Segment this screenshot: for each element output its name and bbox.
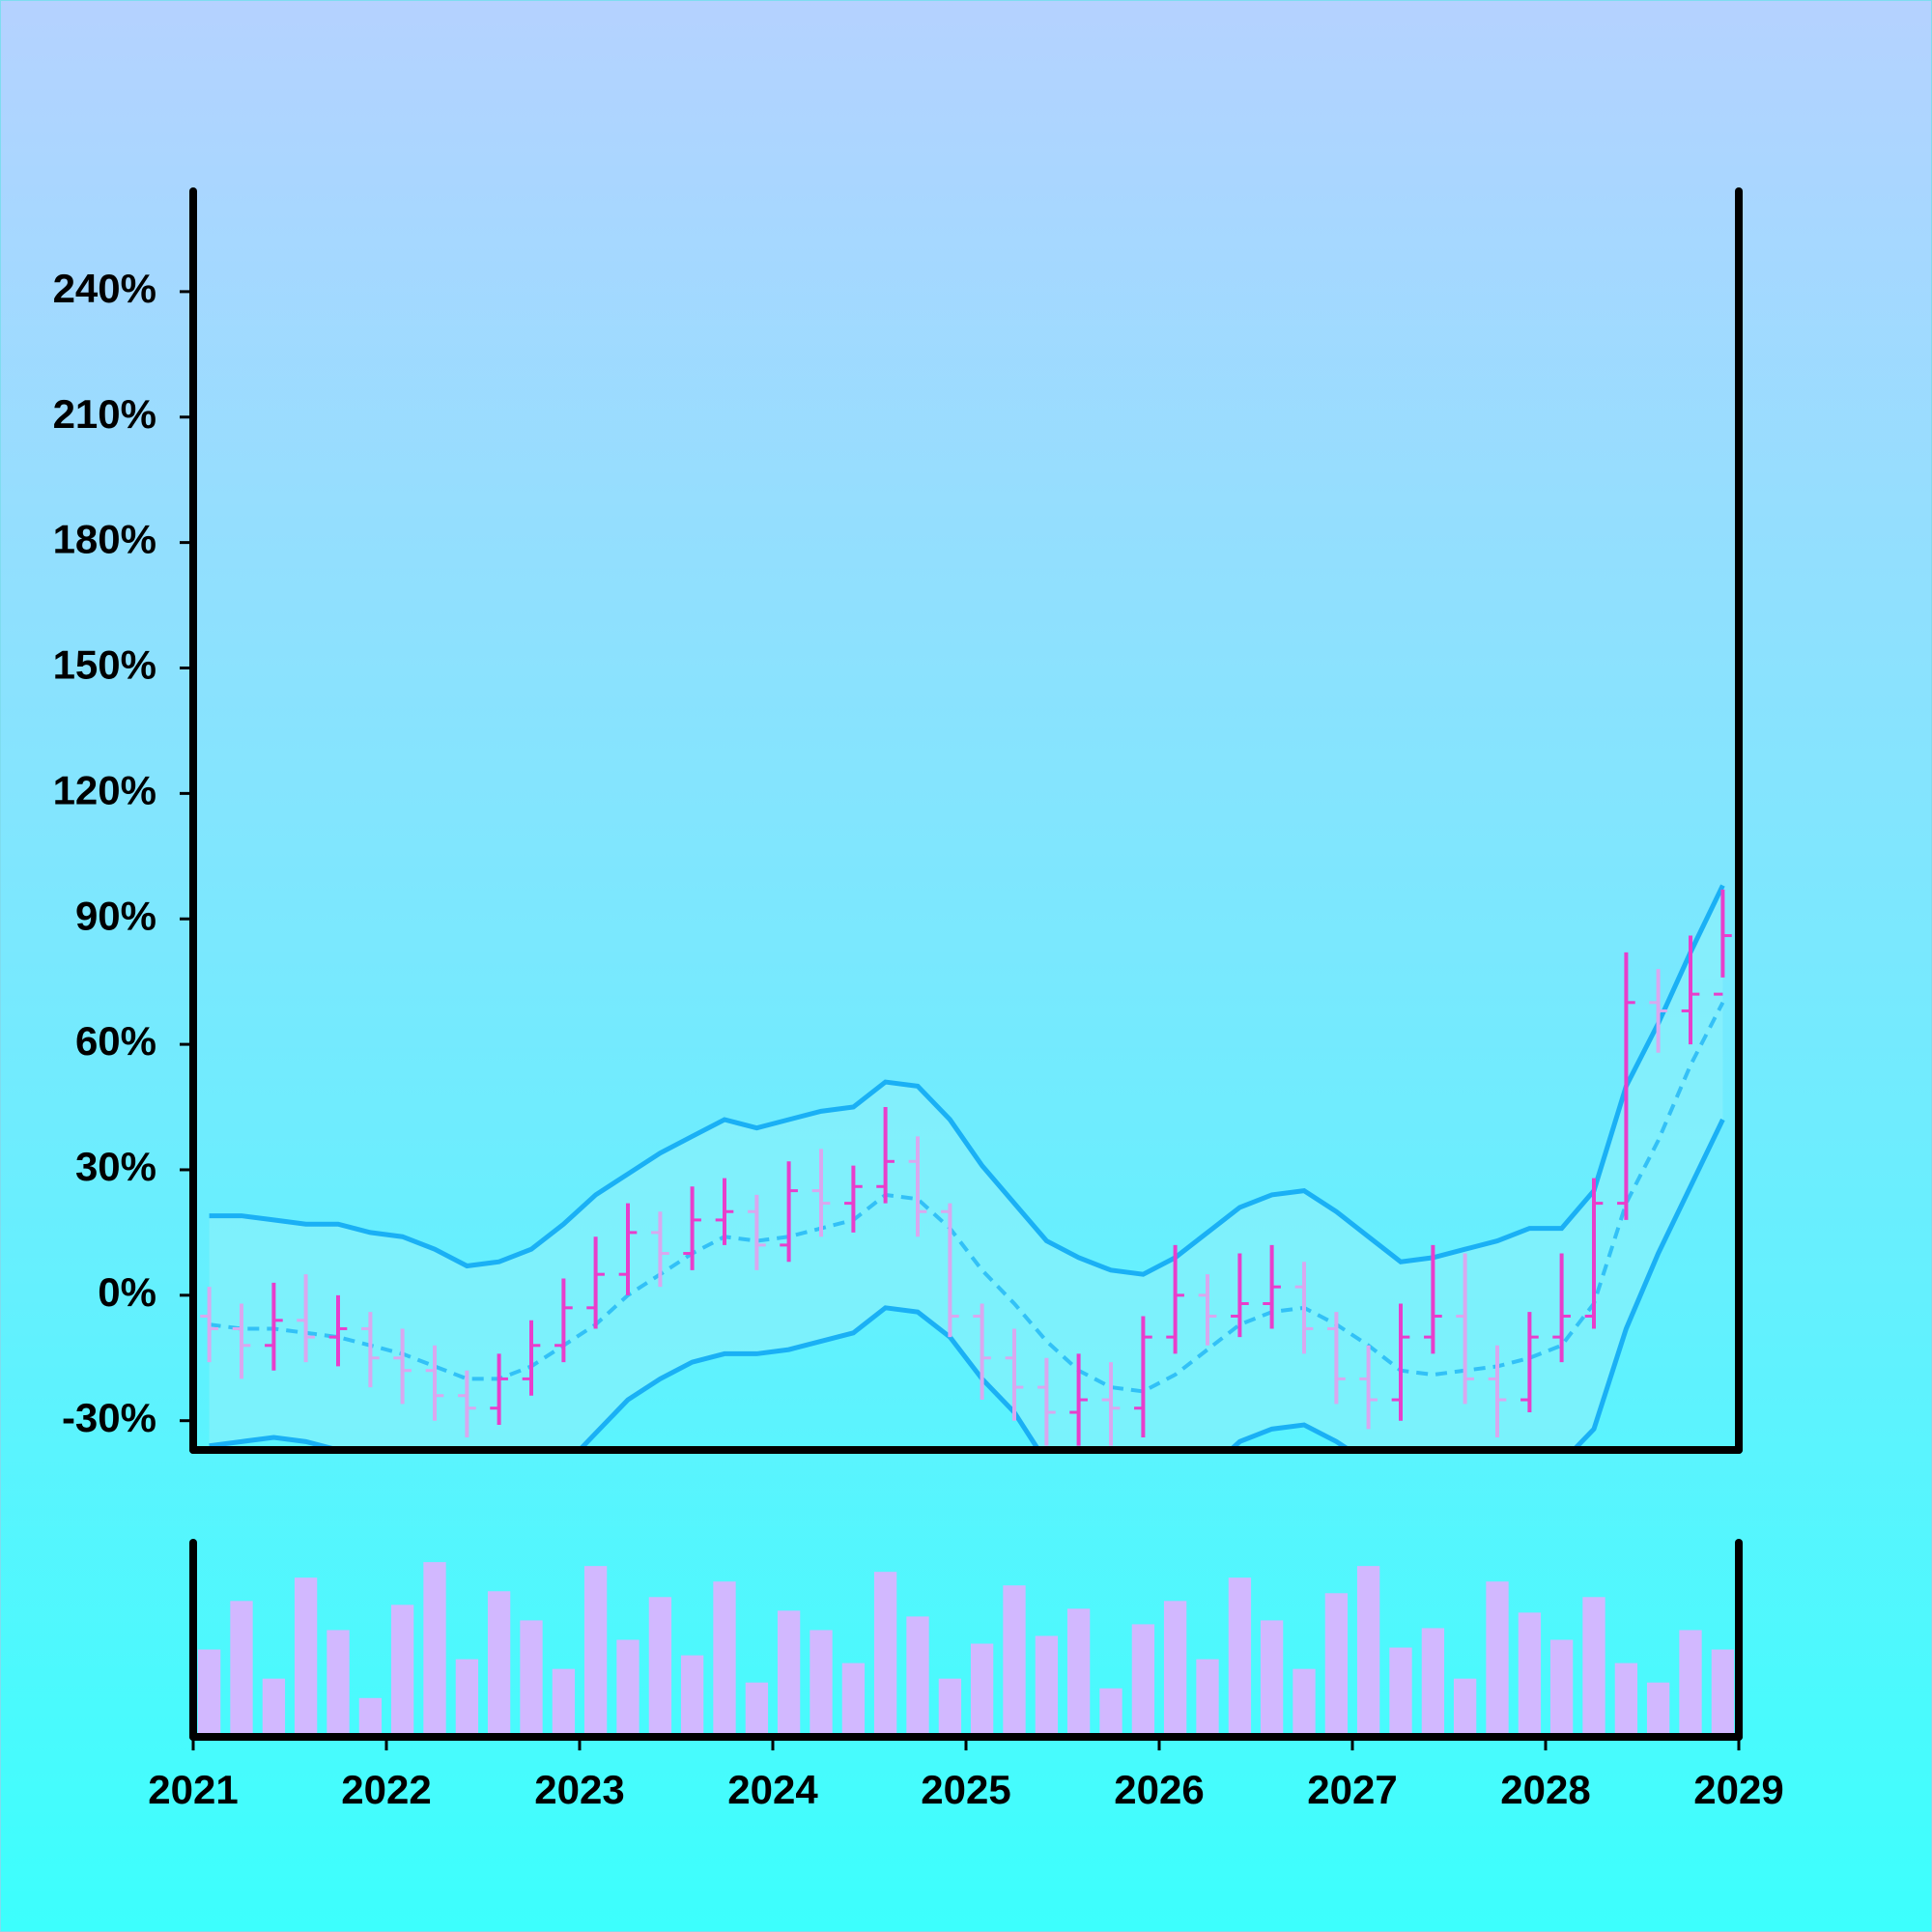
- volume-bar: [294, 1577, 318, 1737]
- x-tick-label: 2026: [1114, 1767, 1204, 1812]
- volume-bar: [1549, 1639, 1574, 1737]
- volume-bar: [262, 1678, 286, 1737]
- volume-bar: [713, 1581, 736, 1737]
- volume-bar: [358, 1697, 383, 1737]
- y-tick-label: 210%: [53, 391, 156, 437]
- volume-bar: [552, 1668, 576, 1737]
- volume-bar: [1003, 1585, 1026, 1737]
- x-tick-label: 2027: [1307, 1767, 1397, 1812]
- x-tick-label: 2029: [1693, 1767, 1783, 1812]
- volume-bar: [390, 1605, 414, 1737]
- volume-bar: [583, 1566, 608, 1737]
- y-tick-label: 120%: [53, 767, 156, 812]
- y-tick-label: 240%: [53, 266, 156, 311]
- volume-bar: [810, 1630, 833, 1737]
- volume-bar: [197, 1649, 221, 1737]
- x-tick-label: 2025: [921, 1767, 1010, 1812]
- volume-bar: [1196, 1659, 1219, 1737]
- upper-band: [209, 884, 1725, 1277]
- volume-bar: [1356, 1566, 1380, 1737]
- volume-bar: [1035, 1635, 1059, 1737]
- y-tick-label: 0%: [98, 1269, 156, 1315]
- volume-bar: [1389, 1647, 1412, 1737]
- volume-bar: [745, 1682, 769, 1737]
- volume-bar: [1614, 1662, 1638, 1737]
- x-tick-label: 2023: [534, 1767, 624, 1812]
- axes: -30% 0% 30% 60% 90% 120% 150% 180% 210% 240% 2021 2…: [53, 187, 1784, 1812]
- volume-bar: [1453, 1678, 1477, 1737]
- volume-bar: [230, 1601, 253, 1737]
- volume-bar: [616, 1639, 639, 1737]
- volume-bar: [648, 1597, 672, 1737]
- volume-bar: [1228, 1577, 1252, 1737]
- volume-bar: [1679, 1630, 1702, 1737]
- volume-area: [197, 1562, 1735, 1737]
- x-tick-label: 2028: [1500, 1767, 1590, 1812]
- volume-bar: [873, 1572, 897, 1737]
- volume-bar: [1646, 1682, 1670, 1737]
- volume-bar: [455, 1659, 479, 1737]
- volume-bar: [841, 1662, 866, 1737]
- x-tick-label: 2021: [148, 1767, 238, 1812]
- volume-bar: [1324, 1593, 1349, 1737]
- volume-bar: [1518, 1612, 1542, 1737]
- volume-bar: [487, 1591, 511, 1737]
- volume-bar: [1711, 1649, 1735, 1737]
- volume-bar: [970, 1643, 994, 1737]
- volume-bar: [1131, 1624, 1155, 1737]
- middle-band: [209, 1001, 1725, 1394]
- y-tick-label: 60%: [75, 1018, 156, 1064]
- volume-bar: [1421, 1628, 1445, 1737]
- volume-bar: [906, 1616, 929, 1737]
- volume-bar: [1099, 1688, 1122, 1737]
- y-tick-label: 90%: [75, 893, 156, 938]
- y-tick-label: 30%: [75, 1144, 156, 1189]
- volume-bar: [1486, 1581, 1509, 1737]
- y-tick-label: -30%: [62, 1395, 156, 1440]
- volume-bar: [1260, 1620, 1284, 1737]
- x-tick-label: 2022: [341, 1767, 431, 1812]
- y-tick-label: 150%: [53, 642, 156, 688]
- volume-bar: [1582, 1597, 1605, 1737]
- volume-bar: [1066, 1608, 1091, 1737]
- volume-bar: [680, 1655, 704, 1737]
- volume-bar: [520, 1620, 543, 1737]
- x-tick-label: 2024: [727, 1767, 818, 1812]
- volume-bar: [938, 1678, 962, 1737]
- volume-bar: [777, 1610, 801, 1737]
- volume-bar: [327, 1630, 350, 1737]
- volume-bar: [423, 1562, 446, 1737]
- volume-bar: [1163, 1601, 1187, 1737]
- y-tick-label: 180%: [53, 517, 156, 562]
- plot-area: [200, 884, 1732, 1450]
- volume-bar: [1293, 1668, 1316, 1737]
- lower-band: [209, 1118, 1725, 1450]
